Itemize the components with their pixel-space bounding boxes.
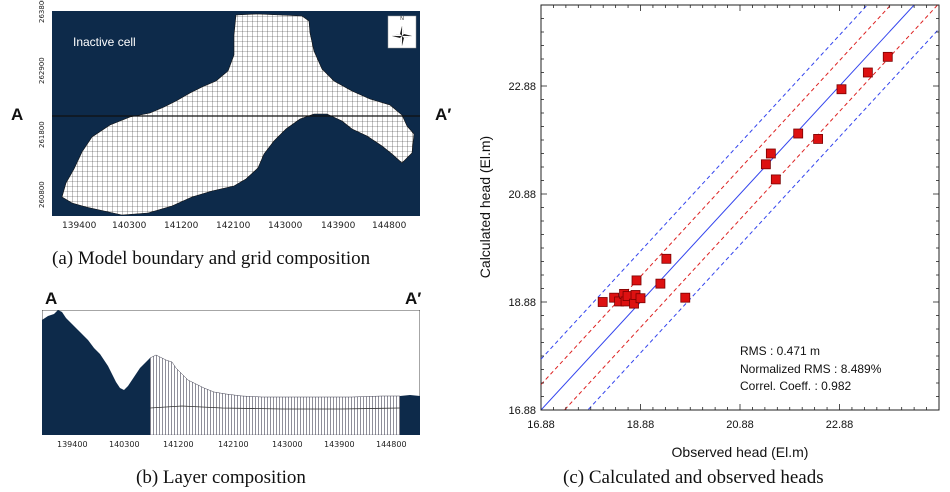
data-points [597, 51, 893, 309]
caption-c: (c) Calculated and observed heads [563, 467, 824, 488]
map-figure: N [52, 11, 420, 216]
data-point [882, 51, 893, 62]
data-point [836, 84, 847, 95]
data-point [813, 134, 824, 144]
active-grid-area [61, 13, 415, 216]
data-point [770, 174, 781, 185]
y-tick-label: 22.88 [508, 81, 536, 93]
map-x-tick: 143000 [268, 221, 303, 231]
map-y-tick: 263800 [38, 0, 46, 23]
map-x-tick: 142100 [216, 221, 251, 231]
y-tick-label: 20.88 [508, 189, 536, 201]
section-x-tick: 144800 [376, 440, 407, 449]
y-tick-label: 16.88 [508, 405, 536, 417]
x-tick-label: 22.88 [826, 419, 854, 431]
data-point [793, 128, 804, 139]
layer-inactive-left [42, 310, 150, 435]
data-point [862, 67, 873, 78]
y-tick-label: 18.88 [508, 297, 536, 309]
scatter-svg: 16.88 18.88 20.88 22.88 16.88 18.88 20.88 22.88… [477, 4, 940, 460]
data-point [765, 148, 776, 159]
map-y-tick: 261800 [38, 121, 46, 148]
data-point [760, 159, 771, 170]
scatter-chart: 16.88 18.88 20.88 22.88 16.88 18.88 20.88 22.88… [470, 0, 950, 470]
section-x-tick: 143900 [324, 440, 355, 449]
section-x-tick: 139400 [57, 440, 88, 449]
map-y-tick: 260800 [38, 181, 46, 208]
data-point [635, 293, 646, 304]
layer-inactive-right [400, 395, 420, 435]
caption-b: (b) Layer composition [136, 467, 306, 488]
map-x-tick: 141200 [164, 221, 199, 231]
x-tick-label: 20.88 [726, 419, 754, 431]
data-point [597, 297, 608, 307]
y-axis-label: Calculated head (El.m) [477, 136, 493, 278]
stat-corr: Correl. Coeff. : 0.982 [740, 379, 851, 393]
reference-lines [541, 5, 939, 410]
data-point [631, 275, 642, 286]
stat-rms: RMS : 0.471 m [740, 344, 820, 358]
section-b-end-label: A′ [405, 289, 422, 308]
layer-active-zone [149, 354, 401, 436]
data-point [680, 292, 691, 303]
map-x-tick: 140300 [112, 221, 147, 231]
reference-line-0 [541, 5, 915, 410]
inactive-cell-label: Inactive cell [73, 35, 136, 49]
model-grid-map: N [52, 11, 420, 216]
section-figure [41, 309, 421, 436]
data-point [661, 253, 672, 264]
x-tick-label: 18.88 [627, 419, 655, 431]
section-start-label: A [11, 105, 24, 124]
section-x-tick: 140300 [109, 440, 140, 449]
section-x-tick: 142100 [218, 440, 249, 449]
compass-icon [392, 26, 412, 46]
data-point [655, 278, 666, 289]
caption-a: (a) Model boundary and grid composition [52, 248, 371, 269]
map-y-tick: 262900 [38, 57, 46, 84]
x-tick-label: 16.88 [527, 419, 555, 431]
x-axis-label: Observed head (El.m) [672, 444, 809, 460]
map-x-tick: 144800 [372, 221, 407, 231]
section-b-start-label: A [45, 289, 58, 308]
axis-ticks: 16.88 18.88 20.88 22.88 16.88 18.88 20.88 22.88 [508, 4, 940, 431]
stat-nrms: Normalized RMS : 8.489% [740, 362, 882, 376]
section-x-tick: 141200 [163, 440, 194, 449]
section-x-tick: 143000 [272, 440, 303, 449]
layer-section [41, 309, 421, 436]
map-x-tick: 143900 [321, 221, 356, 231]
north-label: N [400, 16, 404, 22]
map-x-tick: 139400 [62, 221, 97, 231]
section-end-label: A′ [435, 105, 452, 124]
